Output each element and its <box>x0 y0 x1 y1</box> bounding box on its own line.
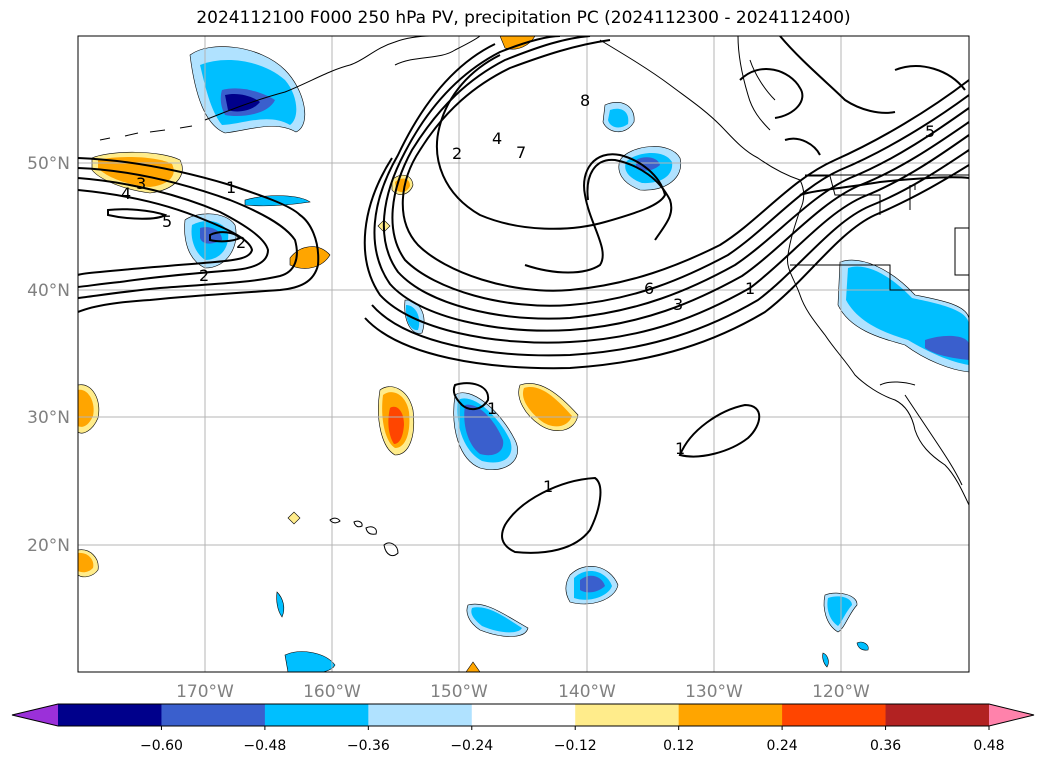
pv-contour <box>364 164 969 370</box>
colorbar-bin <box>264 704 369 726</box>
contour-label: 3 <box>673 295 683 314</box>
plot-frame <box>77 35 970 673</box>
pv-contours <box>78 36 969 554</box>
lon-label: 140°W <box>558 682 616 702</box>
pv-contour <box>371 149 969 357</box>
colorbar: −0.60 −0.48 −0.36 −0.24 −0.12 0.12 0.24 0.36 0.4… <box>11 703 1035 754</box>
pv-contour <box>209 231 242 243</box>
contour-label: 2 <box>236 233 246 252</box>
pv-contour <box>501 476 602 554</box>
pv-contour-labels: 1 2 3 4 5 2 4 7 8 6 3 1 5 1 1 1 2 <box>121 91 935 496</box>
pv-contour <box>78 189 254 276</box>
pv-contour <box>799 176 969 196</box>
contour-label: 3 <box>136 174 146 193</box>
contour-label: 2 <box>452 144 462 163</box>
colorbar-tick-label: −0.24 <box>450 738 493 754</box>
colorbar-bin <box>782 704 887 726</box>
lat-label: 20°N <box>27 536 70 556</box>
pv-contour <box>373 43 969 332</box>
contour-label: 4 <box>121 184 131 203</box>
contour-label: 1 <box>675 439 685 458</box>
colorbar-tick-label: −0.60 <box>140 738 183 754</box>
lon-label: 130°W <box>685 682 743 702</box>
colorbar-tick-label: −0.48 <box>243 738 286 754</box>
pv-contour <box>452 382 490 411</box>
colorbar-bin <box>368 704 473 726</box>
colorbar-tick-label: −0.36 <box>347 738 390 754</box>
pv-contour <box>382 36 969 320</box>
contour-label: 8 <box>580 91 590 110</box>
pv-contour <box>363 134 969 344</box>
pv-contour <box>779 36 896 114</box>
hawaii-islands <box>329 517 399 557</box>
colorbar-bin <box>678 704 783 726</box>
lon-label: 160°W <box>303 682 361 702</box>
longitude-labels: 170°W 160°W 150°W 140°W 130°W 120°W <box>176 682 870 702</box>
colorbar-bin <box>58 704 162 726</box>
pv-contour <box>107 208 168 220</box>
lon-label: 170°W <box>176 682 234 702</box>
latitude-labels: 50°N 40°N 30°N 20°N <box>27 154 70 556</box>
pv-contour <box>586 158 673 241</box>
colorbar-bin <box>471 704 576 726</box>
colorbar-bin <box>575 704 680 726</box>
pv-contour <box>435 54 667 274</box>
colorbar-bin <box>12 704 58 726</box>
pv-contour <box>894 65 966 91</box>
colorbar-bin <box>161 704 266 726</box>
contour-label: 1 <box>543 477 553 496</box>
pv-contour <box>78 157 320 313</box>
lat-label: 40°N <box>27 281 70 301</box>
pv-contour <box>739 68 804 119</box>
lon-label: 150°W <box>430 682 488 702</box>
lat-label: 30°N <box>27 408 70 428</box>
contour-label: 5 <box>162 212 172 231</box>
gridlines <box>78 36 969 672</box>
contour-label: 1 <box>487 399 497 418</box>
contour-label: 2 <box>199 266 209 285</box>
pv-contour <box>784 137 821 156</box>
contour-label: 5 <box>925 122 935 141</box>
pv-contour <box>78 177 270 288</box>
lat-label: 50°N <box>27 154 70 174</box>
pv-contour <box>391 36 969 307</box>
coastlines <box>99 36 969 506</box>
contour-label: 7 <box>516 143 526 162</box>
colorbar-bin <box>989 704 1034 726</box>
contour-label: 1 <box>745 279 755 298</box>
colorbar-tick-label: 0.12 <box>663 738 694 754</box>
colorbar-tick-label: 0.36 <box>870 738 901 754</box>
pv-contour <box>678 403 761 458</box>
pv-contour <box>78 167 298 299</box>
colorbar-tick-label: 0.48 <box>973 738 1004 754</box>
colorbar-tick-label: 0.24 <box>767 738 798 754</box>
map-title: 2024112100 F000 250 hPa PV, precipitatio… <box>196 8 851 28</box>
contour-label: 4 <box>492 129 502 148</box>
contour-label: 6 <box>644 279 654 298</box>
lon-label: 120°W <box>812 682 870 702</box>
colorbar-bin <box>885 704 990 726</box>
colorbar-tick-label: −0.12 <box>554 738 597 754</box>
contour-label: 1 <box>226 178 236 197</box>
pv-contour <box>401 39 969 292</box>
